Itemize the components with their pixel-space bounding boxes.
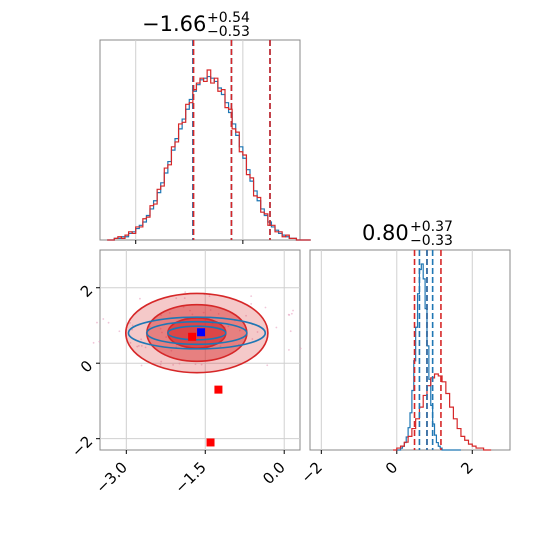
sample-dot	[96, 321, 98, 324]
histogram-step-line	[396, 263, 461, 451]
sample-dot	[202, 311, 205, 314]
x-tick-label: 0.0	[259, 458, 289, 488]
sample-dot	[208, 295, 211, 298]
sample-dot	[159, 327, 162, 330]
marker	[197, 328, 206, 337]
contour-level	[127, 316, 267, 350]
sample-dot	[299, 347, 302, 350]
sample-dot	[217, 312, 220, 315]
grid	[320, 250, 473, 454]
marker	[188, 332, 197, 341]
sample-dot	[275, 326, 278, 329]
x-tick-label: 2	[457, 458, 476, 477]
histogram-step-line	[107, 69, 311, 241]
sample-dot	[189, 309, 191, 312]
sample-dot	[168, 312, 171, 314]
grid	[96, 250, 300, 454]
x-tick-label: −2	[298, 458, 326, 486]
sample-dot	[165, 336, 168, 338]
sample-dot	[102, 318, 105, 320]
title-upper: +0.54	[207, 10, 250, 26]
sample-dot	[140, 344, 143, 347]
y-tick-labels: −2 0 2	[68, 281, 96, 460]
sample-dot	[194, 363, 197, 366]
histograms	[393, 263, 492, 451]
sample-dot	[160, 314, 163, 317]
grid	[135, 40, 244, 244]
x-tick-label: −1.5	[171, 458, 209, 496]
contour-level	[167, 325, 227, 341]
sample-dot	[245, 314, 247, 317]
sample-dot	[178, 362, 181, 365]
sample-dot	[98, 340, 101, 343]
y-tick-label: 2	[77, 281, 96, 300]
sample-dot	[140, 338, 143, 341]
panel-marginal-1: −1.66 +0.54 −0.53	[99, 10, 311, 244]
sample-dot	[137, 344, 140, 347]
panel-marginal-2: −2 0 2 0.80 +0.37 −0.33	[298, 219, 511, 487]
sample-dot	[200, 363, 203, 366]
x-tick-labels: −3.0 −1.5 0.0	[92, 458, 288, 496]
sample-dot	[159, 363, 162, 366]
sample-dot	[92, 341, 95, 344]
x-tick-label: −3.0	[92, 458, 130, 496]
sample-dot	[209, 309, 212, 311]
sample-dot	[264, 306, 267, 309]
quantile-lines	[413, 250, 442, 450]
sample-dot	[250, 295, 253, 298]
x-tick-label: 0	[382, 458, 401, 477]
sample-dot	[227, 325, 230, 328]
sample-dot	[175, 297, 178, 300]
y-tick-label: −2	[68, 432, 96, 460]
sample-dot	[170, 349, 173, 352]
sample-dot	[238, 329, 241, 332]
title-lower: −0.53	[207, 24, 250, 40]
sample-dot	[144, 346, 147, 349]
sample-dot	[131, 324, 134, 327]
sample-dot	[292, 309, 294, 312]
sample-dot	[256, 331, 259, 333]
sample-dot	[266, 364, 269, 367]
title-upper: +0.37	[410, 219, 453, 235]
panel-joint: −3.0 −1.5 0.0 −2 0 2	[68, 249, 302, 497]
sample-dot	[191, 313, 194, 316]
sample-dot	[161, 331, 163, 334]
sample-dot	[131, 328, 134, 331]
sample-dot	[219, 345, 222, 348]
sample-dot	[288, 349, 290, 351]
histogram-step-line	[393, 373, 492, 451]
sample-dot	[288, 314, 291, 316]
sample-dot	[160, 360, 163, 363]
panel-frame	[99, 39, 301, 241]
sample-dot	[140, 364, 143, 367]
quantile-lines	[192, 40, 271, 240]
histograms	[107, 69, 311, 241]
sample-dot	[251, 338, 254, 340]
title-median: −1.66	[142, 12, 206, 36]
marker	[206, 438, 215, 447]
sample-dot	[183, 297, 186, 300]
y-tick-label: 0	[77, 357, 96, 376]
sample-dot	[118, 330, 121, 333]
title-median: 0.80	[362, 221, 409, 245]
sample-dot	[250, 303, 253, 305]
x-tick-labels: −2 0 2	[298, 458, 477, 486]
sample-dot	[172, 363, 175, 366]
sample-dot	[148, 325, 151, 328]
title-lower: −0.33	[410, 233, 453, 249]
marker	[214, 385, 223, 394]
sample-dot	[290, 312, 293, 315]
sample-dot	[136, 345, 139, 348]
sample-dot	[129, 341, 132, 344]
contours	[92, 291, 302, 374]
sample-dot	[129, 321, 131, 324]
contour-level	[146, 320, 248, 346]
sample-dot	[184, 291, 187, 294]
markers	[188, 328, 223, 447]
sample-dot	[107, 321, 110, 324]
sample-dot	[289, 330, 292, 333]
sample-dot	[139, 297, 141, 300]
